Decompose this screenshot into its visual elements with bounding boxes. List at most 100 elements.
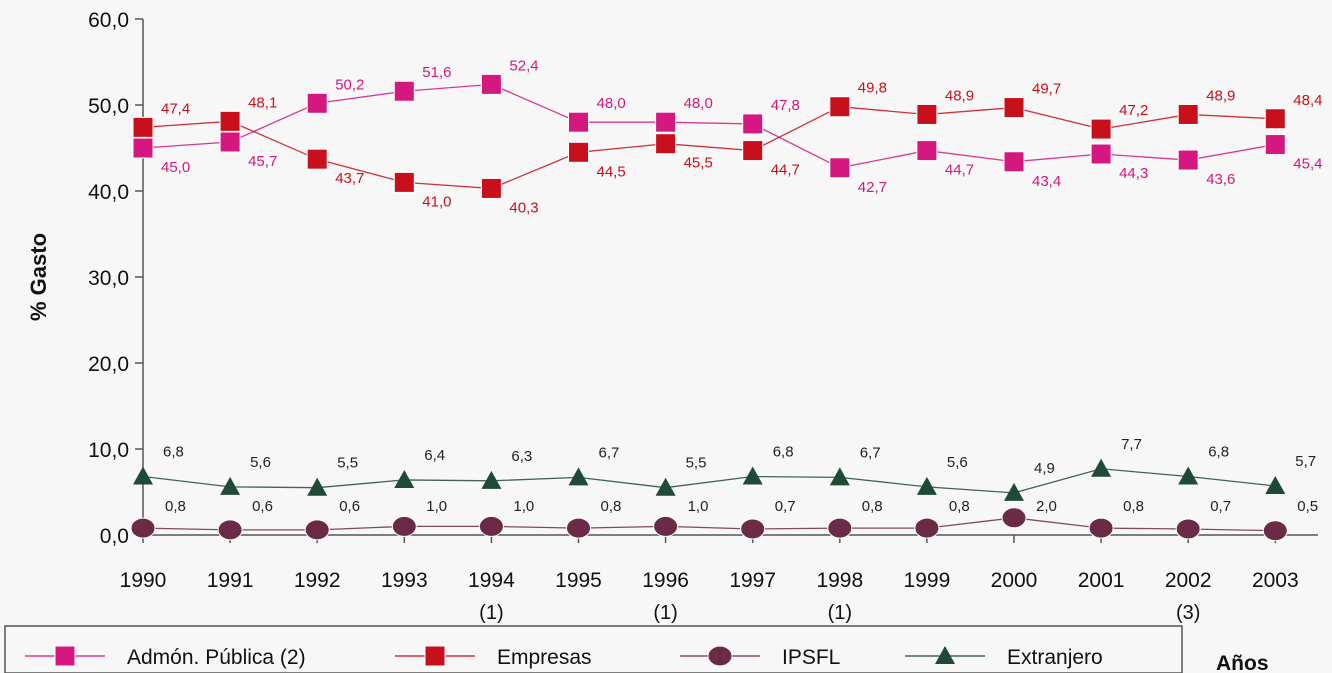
square-marker [393,80,415,102]
triangle-marker [1265,475,1286,494]
data-label-ipsfl: 0,8 [165,498,186,515]
square-marker [54,645,76,667]
series-line-2 [142,517,1276,532]
x-tick-note: (3) [1176,602,1200,624]
data-label-empresas: 44,7 [771,162,800,179]
triangle-marker [394,469,415,488]
data-label-empresas: 49,7 [1032,81,1061,98]
data-label-ipsfl: 0,7 [1210,498,1231,515]
square-marker [1264,134,1286,156]
y-tick-label: 30,0 [88,267,129,290]
square-marker [1090,118,1112,140]
data-label-ipsfl: 2,0 [1036,498,1057,515]
data-label-empresas: 45,5 [684,155,713,172]
circle-marker [1175,518,1201,540]
data-label-ipsfl: 0,8 [601,498,622,515]
square-marker [1090,143,1112,165]
data-label-empresas: 40,3 [509,199,538,216]
square-marker [393,171,415,193]
data-label-admon: 44,3 [1119,165,1148,182]
square-marker [1177,103,1199,125]
square-marker [742,113,764,135]
y-tick-label: 20,0 [88,353,129,376]
data-label-ipsfl: 0,8 [949,498,970,515]
square-marker [829,157,851,179]
triangle-marker [1091,458,1112,477]
circle-marker [827,517,853,539]
data-label-admon: 45,7 [248,153,277,170]
x-tick-label: 2003 [1252,569,1299,592]
data-label-empresas: 41,0 [422,193,451,210]
data-label-ipsfl: 1,0 [426,498,447,515]
circle-marker [304,519,330,541]
circle-marker [707,645,733,667]
data-label-admon: 50,2 [335,76,364,93]
triangle-marker [481,470,502,489]
x-tick-label: 1990 [120,569,167,592]
square-marker [742,140,764,162]
data-label-admon: 52,4 [509,57,538,74]
y-tick-label: 0,0 [100,525,129,548]
square-marker [480,73,502,95]
data-label-ipsfl: 0,6 [252,498,273,515]
x-tick-label: 1994 [468,569,515,592]
y-tick-label: 60,0 [88,9,129,32]
legend-box [4,625,1183,673]
square-marker [1264,108,1286,130]
triangle-marker [307,477,328,496]
data-label-admon: 51,6 [422,64,451,81]
legend: Admón. Pública (2) Empresas IPSFL Extranjer… [4,625,1269,673]
square-marker [1003,97,1025,119]
data-label-empresas: 48,4 [1293,92,1322,109]
data-label-admon: 42,7 [858,179,887,196]
data-label-ipsfl: 1,0 [688,498,709,515]
x-tick-label: 2001 [1078,569,1125,592]
circle-marker [914,517,940,539]
data-label-extranjero: 5,6 [250,454,271,471]
data-label-extranjero: 6,4 [424,447,445,464]
y-tick-label: 50,0 [88,95,129,118]
data-label-admon: 47,8 [771,97,800,114]
square-marker [568,111,589,133]
x-tick-label: 1993 [381,569,428,592]
circle-marker [391,515,417,537]
data-label-extranjero: 5,5 [337,455,358,472]
square-marker [306,92,328,114]
data-label-ipsfl: 0,8 [862,498,883,515]
data-label-extranjero: 6,3 [511,448,532,465]
square-marker [480,177,502,199]
data-label-ipsfl: 0,6 [339,498,360,515]
x-tick-label: 1998 [816,569,863,592]
legend-label-3: Extranjero [1007,646,1103,669]
data-label-admon: 48,0 [597,95,626,112]
square-marker [1003,151,1025,173]
data-label-empresas: 43,7 [335,170,364,187]
triangle-marker [829,467,850,486]
axes: 0,0 10,0 20,0 30,0 40,0 50,0 60,0 % Gasto 1990 19… [26,9,1318,624]
data-label-ipsfl: 0,7 [775,498,796,515]
triangle-marker [1178,466,1199,485]
circle-marker [1088,517,1114,539]
square-marker [306,148,328,170]
data-label-admon: 45,4 [1293,156,1322,173]
series-markers [130,73,1288,542]
x-tick-note: (1) [653,602,677,624]
square-marker [219,110,241,132]
triangle-marker [935,646,955,664]
data-label-empresas: 47,2 [1119,102,1148,119]
y-tick-label: 10,0 [88,439,129,462]
data-label-extranjero: 6,8 [163,444,184,461]
square-marker [568,141,589,163]
data-label-ipsfl: 0,8 [1123,498,1144,515]
x-tick-note: (1) [828,602,852,624]
triangle-marker [568,467,589,486]
data-label-extranjero: 5,7 [1295,453,1316,470]
x-tick-label: 2002 [1165,569,1212,592]
data-label-empresas: 48,9 [1206,87,1235,104]
circle-marker [566,517,591,539]
data-label-empresas: 44,5 [597,163,626,180]
square-marker [655,133,677,155]
triangle-marker [1004,482,1024,501]
series-line-0 [142,83,1276,169]
legend-label-0: Admón. Pública (2) [127,646,306,669]
